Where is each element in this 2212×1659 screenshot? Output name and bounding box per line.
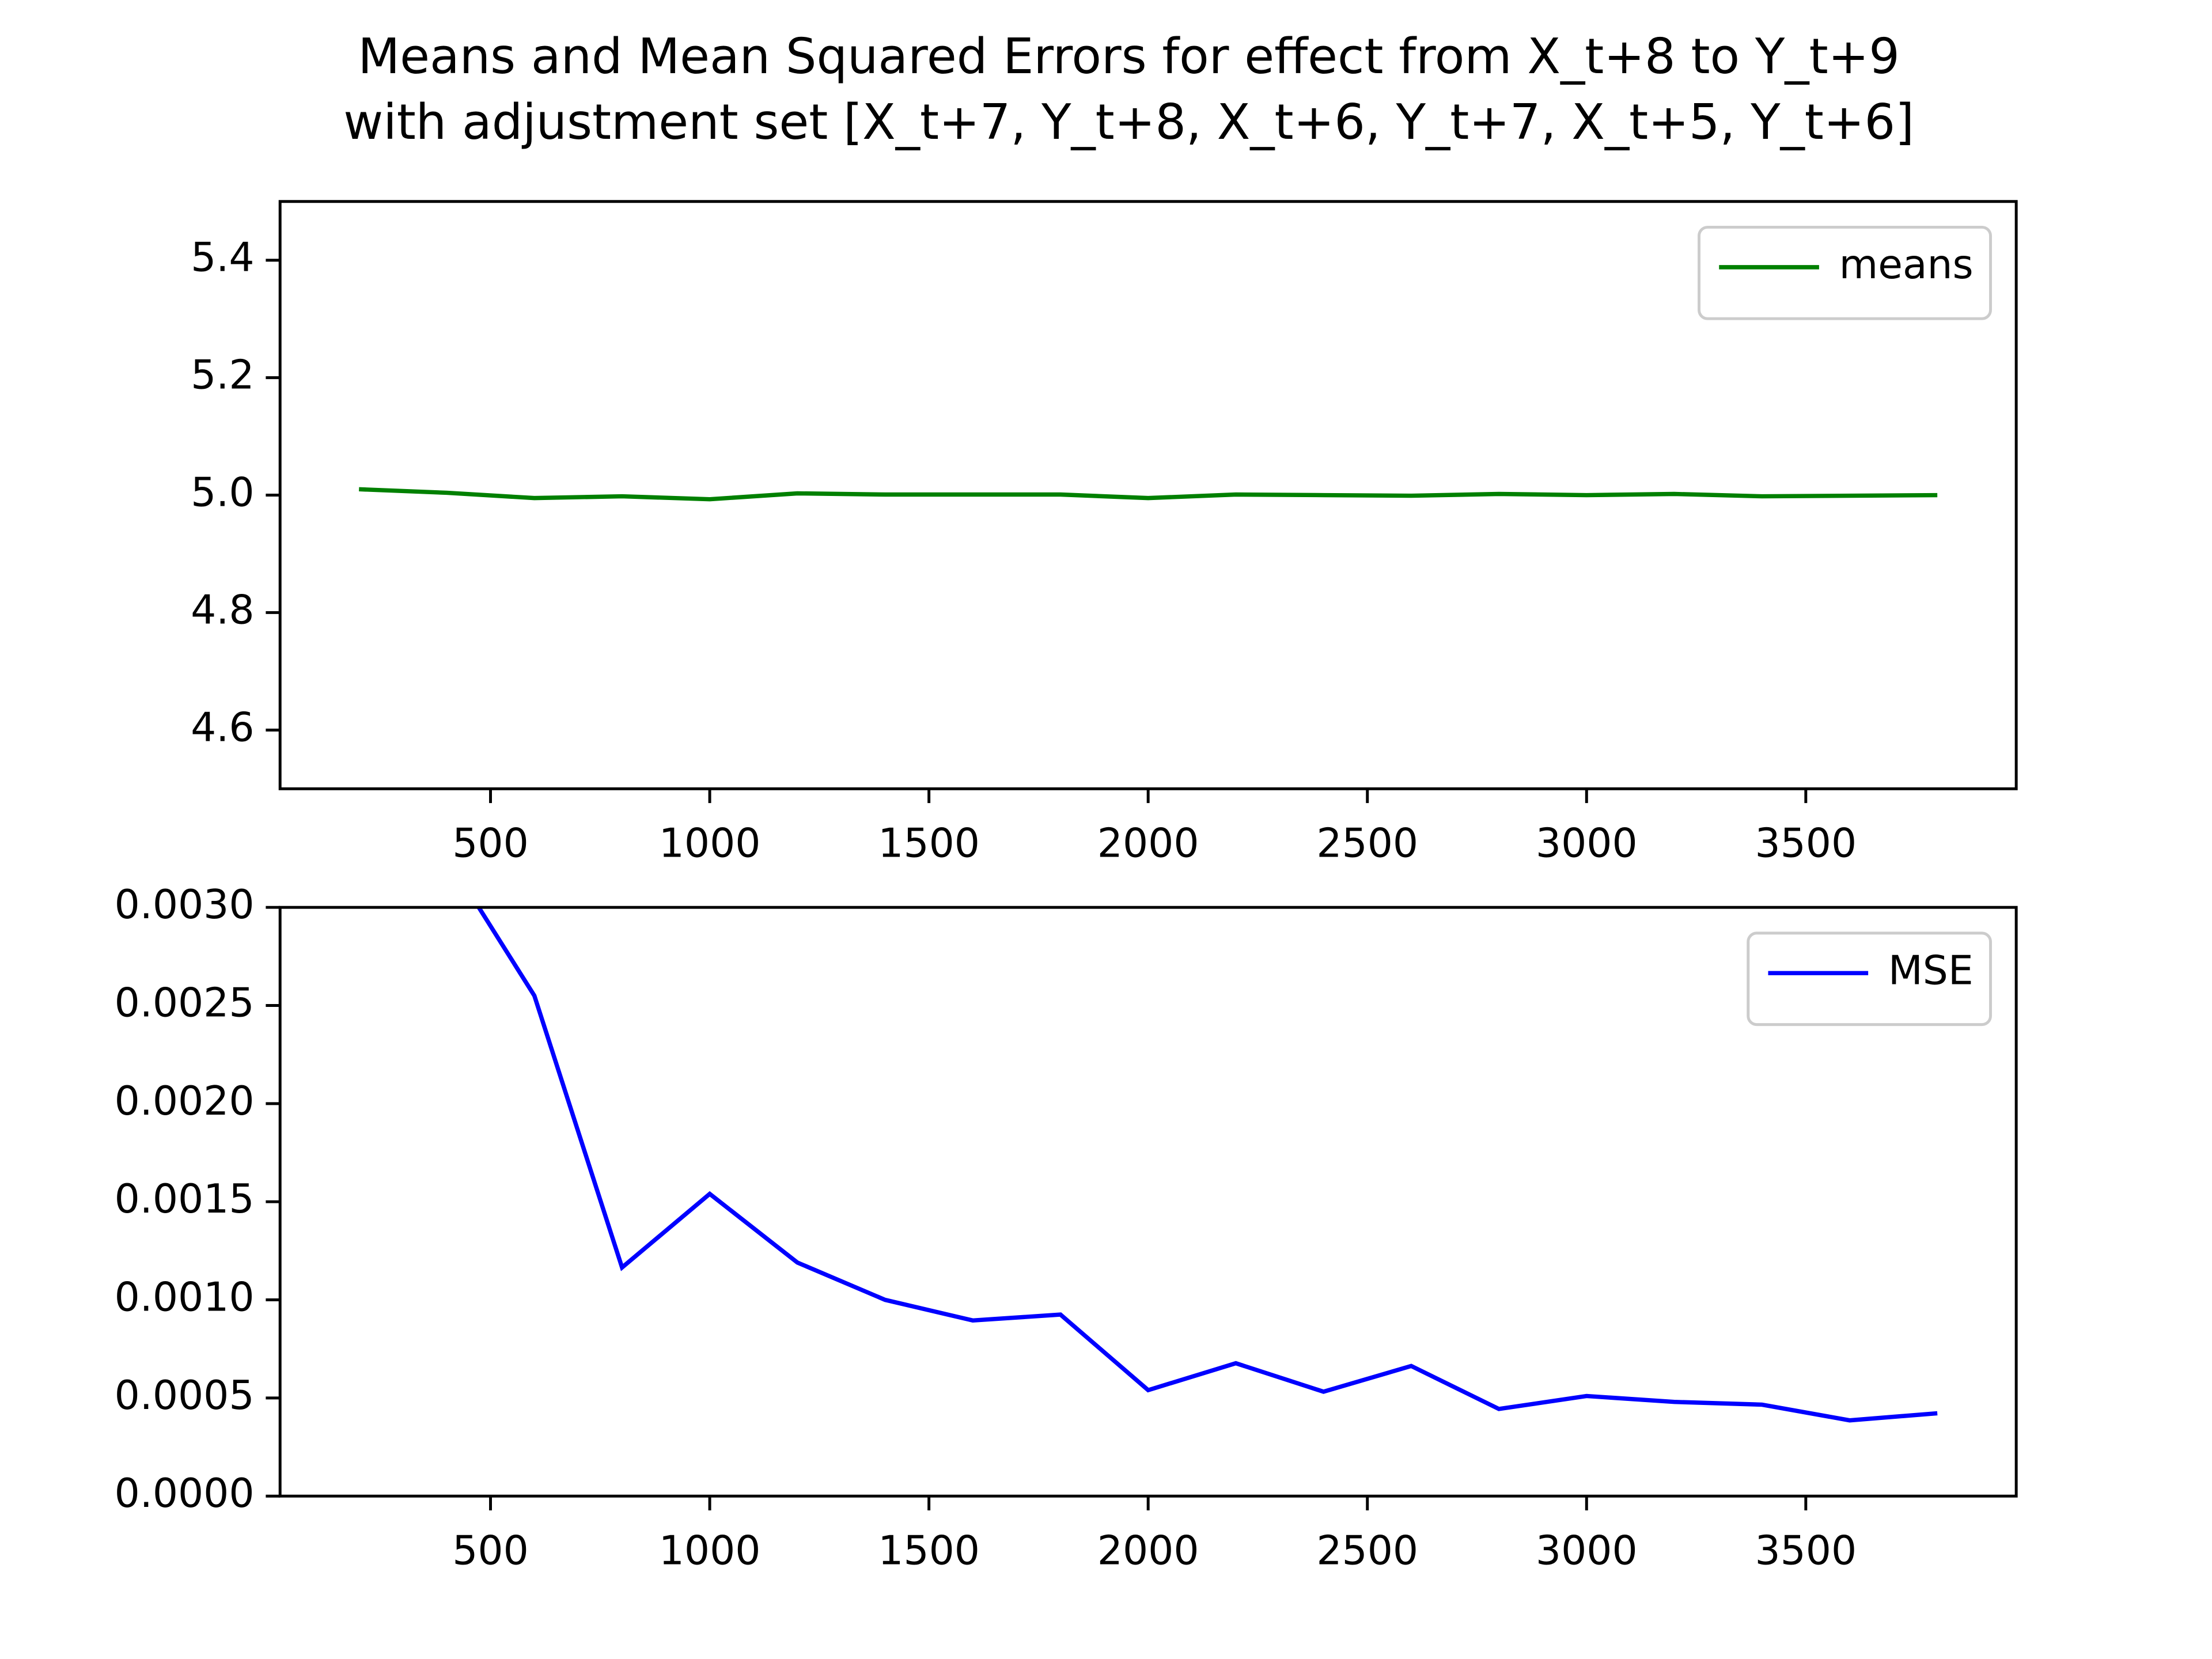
legend-label: MSE — [1888, 948, 1974, 994]
chart-title: with adjustment set [X_t+7, Y_t+8, X_t+6… — [343, 94, 1914, 150]
x-tick-label: 3000 — [1536, 821, 1638, 867]
chart-title: Means and Mean Squared Errors for effect… — [358, 28, 1900, 85]
y-tick-label: 0.0000 — [115, 1471, 255, 1517]
x-tick-label: 2000 — [1097, 821, 1199, 867]
legend: means — [1698, 225, 1992, 320]
y-tick-label: 5.0 — [191, 470, 254, 516]
legend-frame — [1698, 225, 1992, 320]
x-tick-label: 2000 — [1097, 1528, 1199, 1574]
x-tick-label: 2500 — [1316, 1528, 1418, 1574]
x-tick-label: 3500 — [1755, 821, 1857, 867]
axes-frame — [278, 906, 2018, 1498]
legend-frame — [1747, 931, 1992, 1027]
legend-label: means — [1839, 242, 1974, 288]
y-tick-label: 0.0015 — [115, 1176, 255, 1222]
y-tick-label: 4.6 — [191, 704, 254, 751]
x-tick-label: 2500 — [1316, 821, 1418, 867]
x-tick-label: 1500 — [878, 821, 980, 867]
y-tick-label: 0.0010 — [115, 1275, 255, 1321]
y-tick-label: 0.0020 — [115, 1078, 255, 1124]
x-tick-label: 1000 — [659, 1528, 761, 1574]
y-tick-label: 0.0025 — [115, 980, 255, 1027]
x-tick-label: 3000 — [1536, 1528, 1638, 1574]
x-tick-label: 500 — [452, 821, 529, 867]
y-tick-label: 5.2 — [191, 353, 254, 399]
data-line — [476, 907, 1938, 1423]
y-tick-label: 0.0030 — [115, 882, 255, 928]
y-tick-label: 0.0005 — [115, 1373, 255, 1419]
x-tick-label: 1000 — [659, 821, 761, 867]
x-tick-label: 500 — [452, 1528, 529, 1574]
x-tick-label: 3500 — [1755, 1528, 1857, 1574]
data-line — [359, 487, 1938, 502]
y-tick-label: 5.4 — [191, 235, 254, 281]
x-tick-label: 1500 — [878, 1528, 980, 1574]
axes-frame — [278, 200, 2018, 790]
legend: MSE — [1747, 931, 1992, 1027]
y-tick-label: 4.8 — [191, 587, 254, 633]
